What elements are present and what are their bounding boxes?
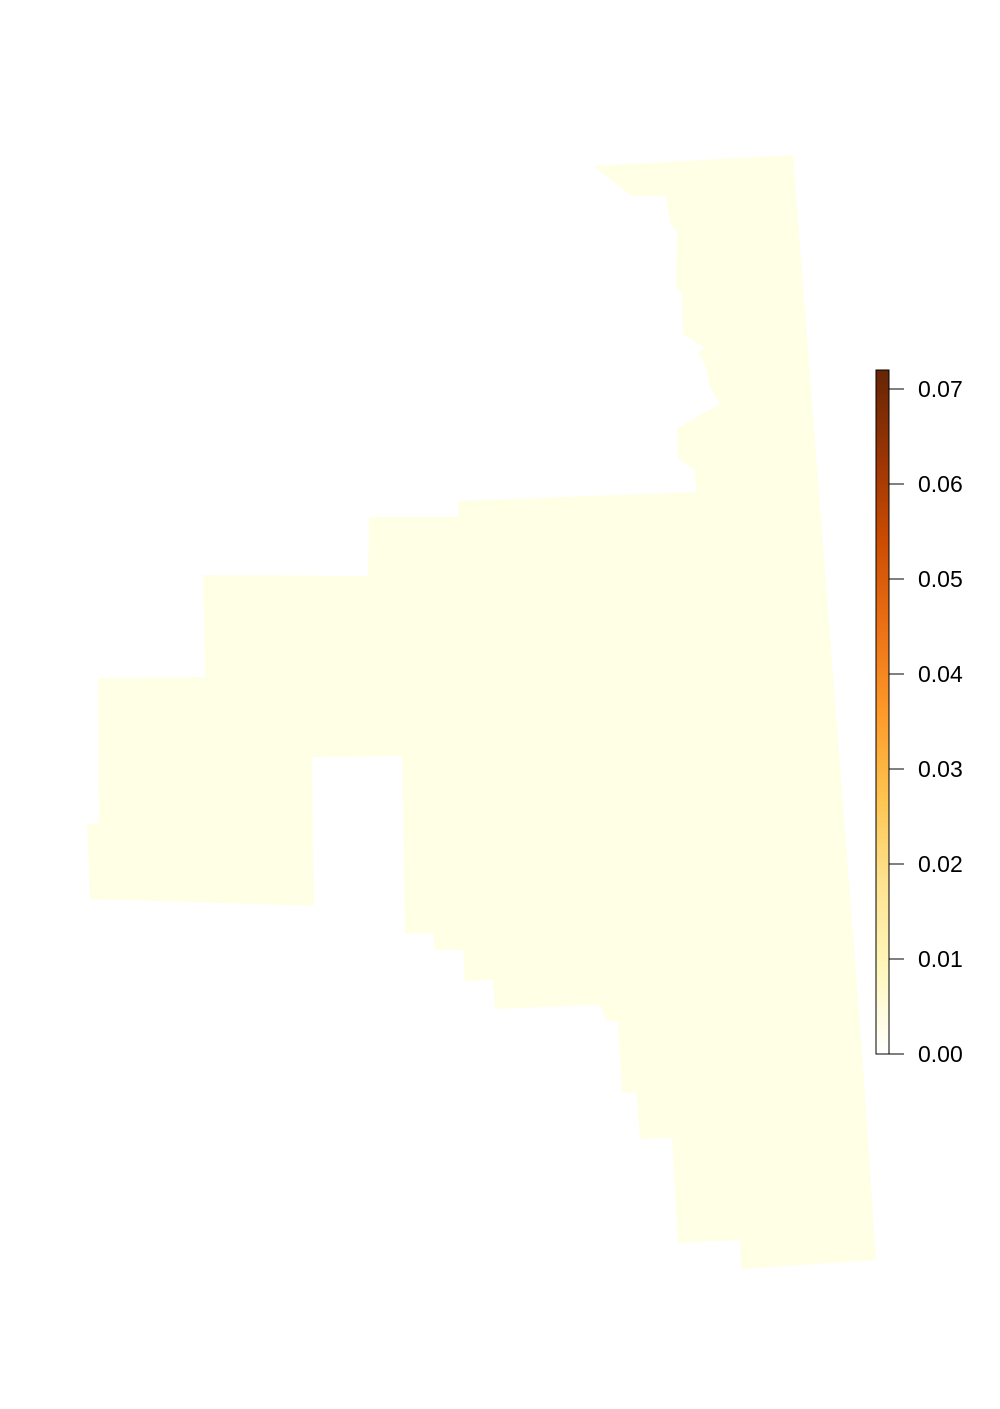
legend-tick-label: 0.02	[918, 851, 963, 877]
legend-ticks: 0.00 0.01 0.02 0.03 0.04 0.05 0.06 0.07	[889, 376, 963, 1067]
legend-colorbar	[875, 369, 890, 1055]
legend-tick-label: 0.00	[918, 1041, 963, 1067]
legend-tick-label: 0.06	[918, 471, 963, 497]
legend-tick-label: 0.03	[918, 756, 963, 782]
legend-tick-label: 0.05	[918, 566, 963, 592]
map-region	[87, 155, 876, 1269]
legend-tick-label: 0.07	[918, 376, 963, 402]
legend-tick-label: 0.04	[918, 661, 963, 687]
legend: 0.00 0.01 0.02 0.03 0.04 0.05 0.06 0.07	[875, 369, 963, 1067]
legend-tick-label: 0.01	[918, 946, 963, 972]
